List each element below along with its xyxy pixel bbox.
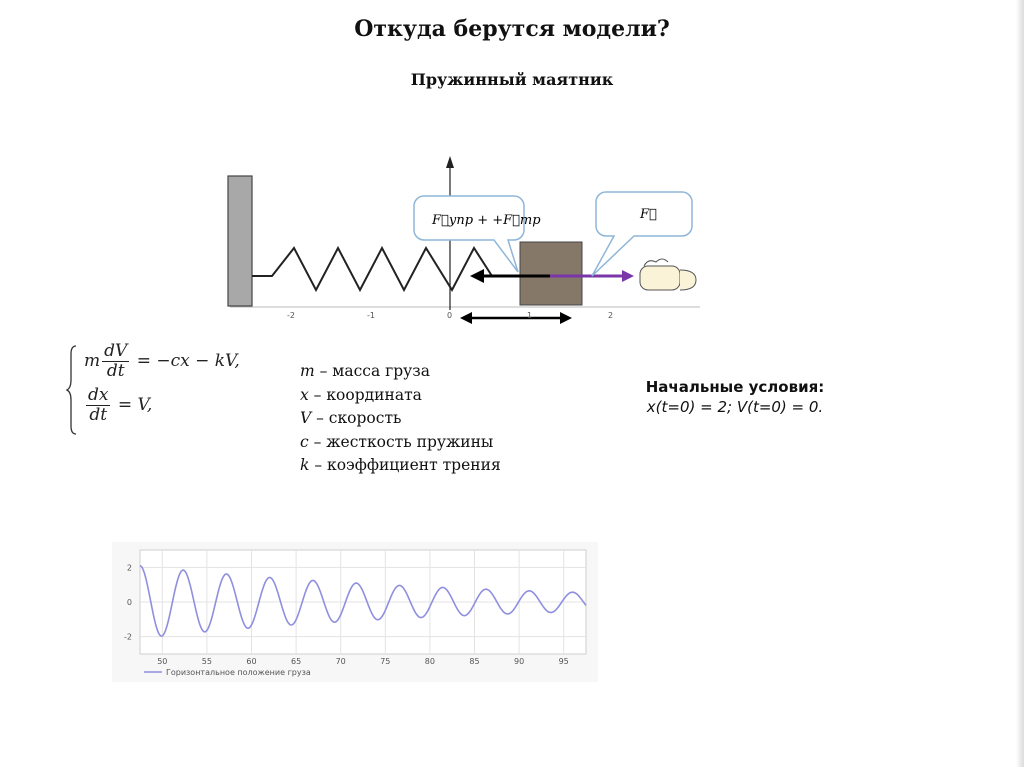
vertical-axis-arrowhead bbox=[446, 156, 454, 168]
initial-conditions-heading: Начальные условия: bbox=[645, 378, 825, 396]
initial-conditions: Начальные условия: x(t=0) = 2; V(t=0) = … bbox=[600, 378, 870, 416]
axis-tick-label: -2 bbox=[287, 311, 295, 320]
velocity-arrowhead bbox=[470, 269, 484, 283]
x-tick-label: 90 bbox=[514, 657, 524, 666]
eq2-denominator: dt bbox=[89, 405, 108, 425]
x-tick-label: 65 bbox=[291, 657, 301, 666]
legend-label: Горизонтальное положение груза bbox=[166, 668, 311, 677]
eq1-denominator: dt bbox=[106, 361, 125, 381]
displacement-arrowhead-right bbox=[560, 312, 572, 324]
series-line bbox=[139, 564, 587, 637]
y-tick-label: 0 bbox=[127, 598, 132, 607]
legend-line: m – масса груза bbox=[300, 360, 501, 384]
x-tick-label: 75 bbox=[380, 657, 390, 666]
force-label-bubble-right: F⃗ bbox=[591, 191, 693, 277]
spring bbox=[252, 245, 520, 293]
legend-text: – масса груза bbox=[314, 362, 430, 380]
legend-text: – координата bbox=[308, 385, 422, 404]
legend-text: – скорость bbox=[311, 409, 402, 427]
x-tick-label: 80 bbox=[425, 657, 435, 666]
bubble-left-text: F⃗упр + +F⃗тр bbox=[431, 213, 541, 228]
legend-text: – жесткость пружины bbox=[308, 432, 494, 451]
legend-line: c – жесткость пружины bbox=[300, 431, 501, 455]
slide-subtitle: Пружинный маятник bbox=[410, 70, 614, 89]
eq1-prefix: m bbox=[84, 351, 101, 371]
hand-icon bbox=[639, 258, 697, 291]
x-tick-label: 95 bbox=[559, 657, 569, 666]
variable-legend: m – масса груза x – координата V – скоро… bbox=[300, 360, 501, 478]
axis-tick-label: 0 bbox=[447, 311, 452, 320]
axis-tick-label: 1 bbox=[527, 311, 532, 320]
legend-symbol: c bbox=[300, 432, 309, 451]
legend-text: – коэффициент трения bbox=[309, 456, 501, 474]
mass-block bbox=[519, 241, 583, 306]
slide-title: Откуда берутся модели? bbox=[354, 16, 670, 42]
legend-line: x – координата bbox=[300, 384, 501, 408]
axis-tick-label: -1 bbox=[367, 311, 375, 320]
legend-symbol: k bbox=[300, 456, 310, 474]
y-tick-label: -2 bbox=[124, 633, 132, 642]
legend-line: k – коэффициент трения bbox=[300, 454, 501, 478]
equation-system: m dV dt = −cx − kV, dx dt = V, bbox=[66, 342, 240, 435]
equation-1: m dV dt = −cx − kV, bbox=[84, 342, 240, 386]
axis-tick-label: 2 bbox=[608, 311, 613, 320]
initial-conditions-values: x(t=0) = 2; V(t=0) = 0. bbox=[646, 398, 824, 416]
y-tick-label: 2 bbox=[127, 563, 132, 572]
legend-symbol: m bbox=[300, 362, 315, 380]
legend-line: V – скорость bbox=[300, 407, 501, 431]
oscillation-chart: 2 0 -2 50 55 60 65 70 75 80 85 90 95 Горизонтальное… bbox=[112, 542, 598, 682]
legend-symbol: x bbox=[300, 385, 309, 404]
x-tick-label: 55 bbox=[202, 657, 212, 666]
y-tick-labels: 2 0 -2 bbox=[124, 563, 132, 641]
slide-edge-shadow bbox=[1016, 0, 1024, 767]
x-tick-label: 50 bbox=[157, 657, 167, 666]
chart-grid bbox=[140, 550, 586, 654]
eq1-numerator: dV bbox=[102, 341, 130, 362]
eq2-numerator: dx bbox=[86, 385, 111, 406]
x-tick-label: 85 bbox=[469, 657, 479, 666]
spring-pendulum-diagram: -2 -1 0 1 2 F⃗упр + +F⃗тр F⃗ bbox=[227, 156, 700, 324]
force-arrowhead bbox=[622, 270, 634, 282]
bubble-right-text: F⃗ bbox=[639, 207, 657, 222]
equation-2: dx dt = V, bbox=[84, 386, 240, 430]
x-tick-label: 70 bbox=[336, 657, 346, 666]
legend-symbol: V bbox=[300, 409, 312, 427]
eq2-rhs: = V, bbox=[117, 395, 153, 415]
wall bbox=[227, 175, 253, 307]
x-tick-label: 60 bbox=[246, 657, 256, 666]
brace-icon bbox=[66, 345, 77, 435]
force-label-bubble-left: F⃗упр + +F⃗тр bbox=[413, 195, 541, 273]
eq1-rhs: = −cx − kV, bbox=[136, 351, 240, 371]
x-tick-labels: 50 55 60 65 70 75 80 85 90 95 bbox=[157, 657, 569, 666]
displacement-arrowhead-left bbox=[460, 312, 472, 324]
